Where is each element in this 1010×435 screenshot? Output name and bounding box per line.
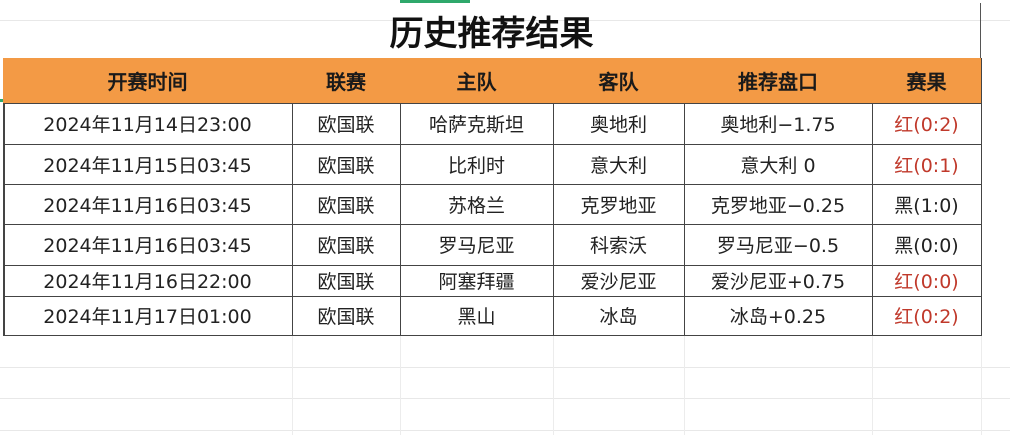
- cell-home-team[interactable]: 哈萨克斯坦: [400, 103, 554, 145]
- cell-home-team[interactable]: 阿塞拜疆: [400, 265, 554, 297]
- gridline: [0, 367, 1010, 368]
- cell-league[interactable]: 欧国联: [292, 103, 401, 145]
- cell-result[interactable]: 黑(0:0): [872, 224, 982, 266]
- cell-away-team[interactable]: 冰岛: [553, 296, 685, 336]
- cell-league[interactable]: 欧国联: [292, 144, 401, 185]
- cell-away-team[interactable]: 爱沙尼亚: [553, 265, 685, 297]
- cell-recommended-line[interactable]: 爱沙尼亚+0.75: [684, 265, 873, 297]
- cell-league[interactable]: 欧国联: [292, 265, 401, 297]
- cell-kickoff-time[interactable]: 2024年11月16日03:45: [3, 184, 293, 225]
- cell-result[interactable]: 红(0:2): [872, 103, 982, 145]
- cell-recommended-line[interactable]: 意大利 0: [684, 144, 873, 185]
- cell-kickoff-time[interactable]: 2024年11月17日01:00: [3, 296, 293, 336]
- gridline: [684, 335, 685, 435]
- row-marker: [0, 99, 3, 102]
- gridline: [981, 335, 982, 435]
- header-home-team[interactable]: 主队: [400, 58, 554, 104]
- cell-kickoff-time[interactable]: 2024年11月14日23:00: [3, 103, 293, 145]
- cell-recommended-line[interactable]: 奥地利−1.75: [684, 103, 873, 145]
- gridline: [0, 20, 1010, 21]
- cell-result[interactable]: 红(0:1): [872, 144, 982, 185]
- cell-recommended-line[interactable]: 罗马尼亚−0.5: [684, 224, 873, 266]
- cell-kickoff-time[interactable]: 2024年11月15日03:45: [3, 144, 293, 185]
- gridline: [292, 335, 293, 435]
- cell-result[interactable]: 红(0:2): [872, 296, 982, 336]
- cell-away-team[interactable]: 科索沃: [553, 224, 685, 266]
- cell-kickoff-time[interactable]: 2024年11月16日03:45: [3, 224, 293, 266]
- cell-away-team[interactable]: 克罗地亚: [553, 184, 685, 225]
- cell-away-team[interactable]: 奥地利: [553, 103, 685, 145]
- header-kickoff-time[interactable]: 开赛时间: [3, 58, 293, 104]
- header-league[interactable]: 联赛: [292, 58, 401, 104]
- cell-result[interactable]: 黑(1:0): [872, 184, 982, 225]
- header-away-team[interactable]: 客队: [553, 58, 685, 104]
- header-recommended-line[interactable]: 推荐盘口: [684, 58, 873, 104]
- gridline: [0, 398, 1010, 399]
- cell-away-team[interactable]: 意大利: [553, 144, 685, 185]
- selected-cell-indicator: [400, 0, 470, 3]
- cell-home-team[interactable]: 比利时: [400, 144, 554, 185]
- cell-league[interactable]: 欧国联: [292, 224, 401, 266]
- cell-home-team[interactable]: 苏格兰: [400, 184, 554, 225]
- gridline: [553, 335, 554, 435]
- header-result[interactable]: 赛果: [872, 58, 982, 104]
- gridline: [872, 335, 873, 435]
- cell-home-team[interactable]: 罗马尼亚: [400, 224, 554, 266]
- gridline: [400, 335, 401, 435]
- cell-result[interactable]: 红(0:0): [872, 265, 982, 297]
- cell-kickoff-time[interactable]: 2024年11月16日22:00: [3, 265, 293, 297]
- table-border: [3, 58, 5, 336]
- cell-league[interactable]: 欧国联: [292, 184, 401, 225]
- cell-home-team[interactable]: 黑山: [400, 296, 554, 336]
- page-title[interactable]: 历史推荐结果: [3, 3, 981, 58]
- gridline: [0, 430, 1010, 431]
- cell-recommended-line[interactable]: 冰岛+0.25: [684, 296, 873, 336]
- cell-recommended-line[interactable]: 克罗地亚−0.25: [684, 184, 873, 225]
- cell-league[interactable]: 欧国联: [292, 296, 401, 336]
